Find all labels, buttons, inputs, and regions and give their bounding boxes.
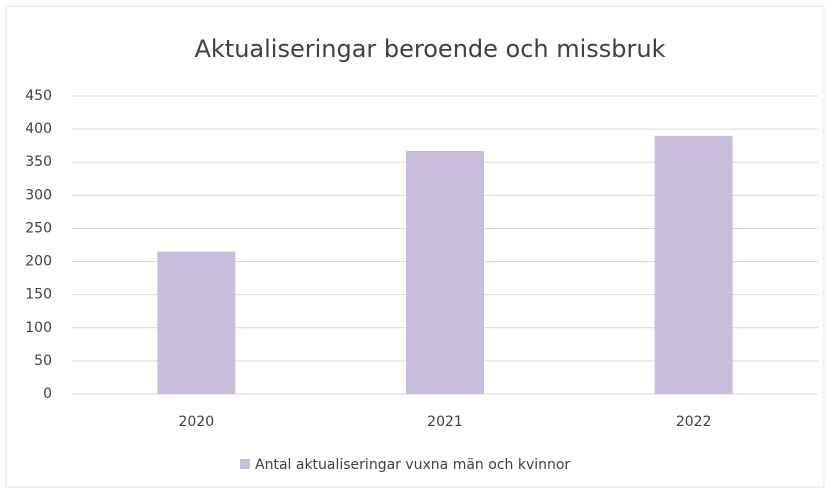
y-tick-label: 0 bbox=[43, 386, 52, 402]
x-tick-label: 2021 bbox=[427, 414, 463, 430]
y-tick-label: 400 bbox=[25, 121, 52, 137]
bar bbox=[406, 150, 484, 394]
chart-title: Aktualiseringar beroende och missbruk bbox=[194, 35, 665, 63]
y-tick-label: 100 bbox=[25, 320, 52, 336]
y-tick-label: 150 bbox=[25, 287, 52, 303]
y-tick-label: 300 bbox=[25, 187, 52, 203]
legend-label: Antal aktualiseringar vuxna män och kvin… bbox=[255, 457, 570, 473]
y-tick-label: 200 bbox=[25, 254, 52, 270]
y-tick-label: 350 bbox=[25, 154, 52, 170]
y-tick-label: 250 bbox=[25, 220, 52, 236]
bar bbox=[157, 251, 236, 394]
bar bbox=[654, 135, 733, 394]
legend-swatch bbox=[240, 459, 250, 469]
x-tick-label: 2022 bbox=[676, 414, 712, 430]
x-tick-label: 2020 bbox=[179, 414, 215, 430]
y-tick-label: 50 bbox=[34, 353, 52, 369]
y-tick-label: 450 bbox=[25, 88, 52, 104]
